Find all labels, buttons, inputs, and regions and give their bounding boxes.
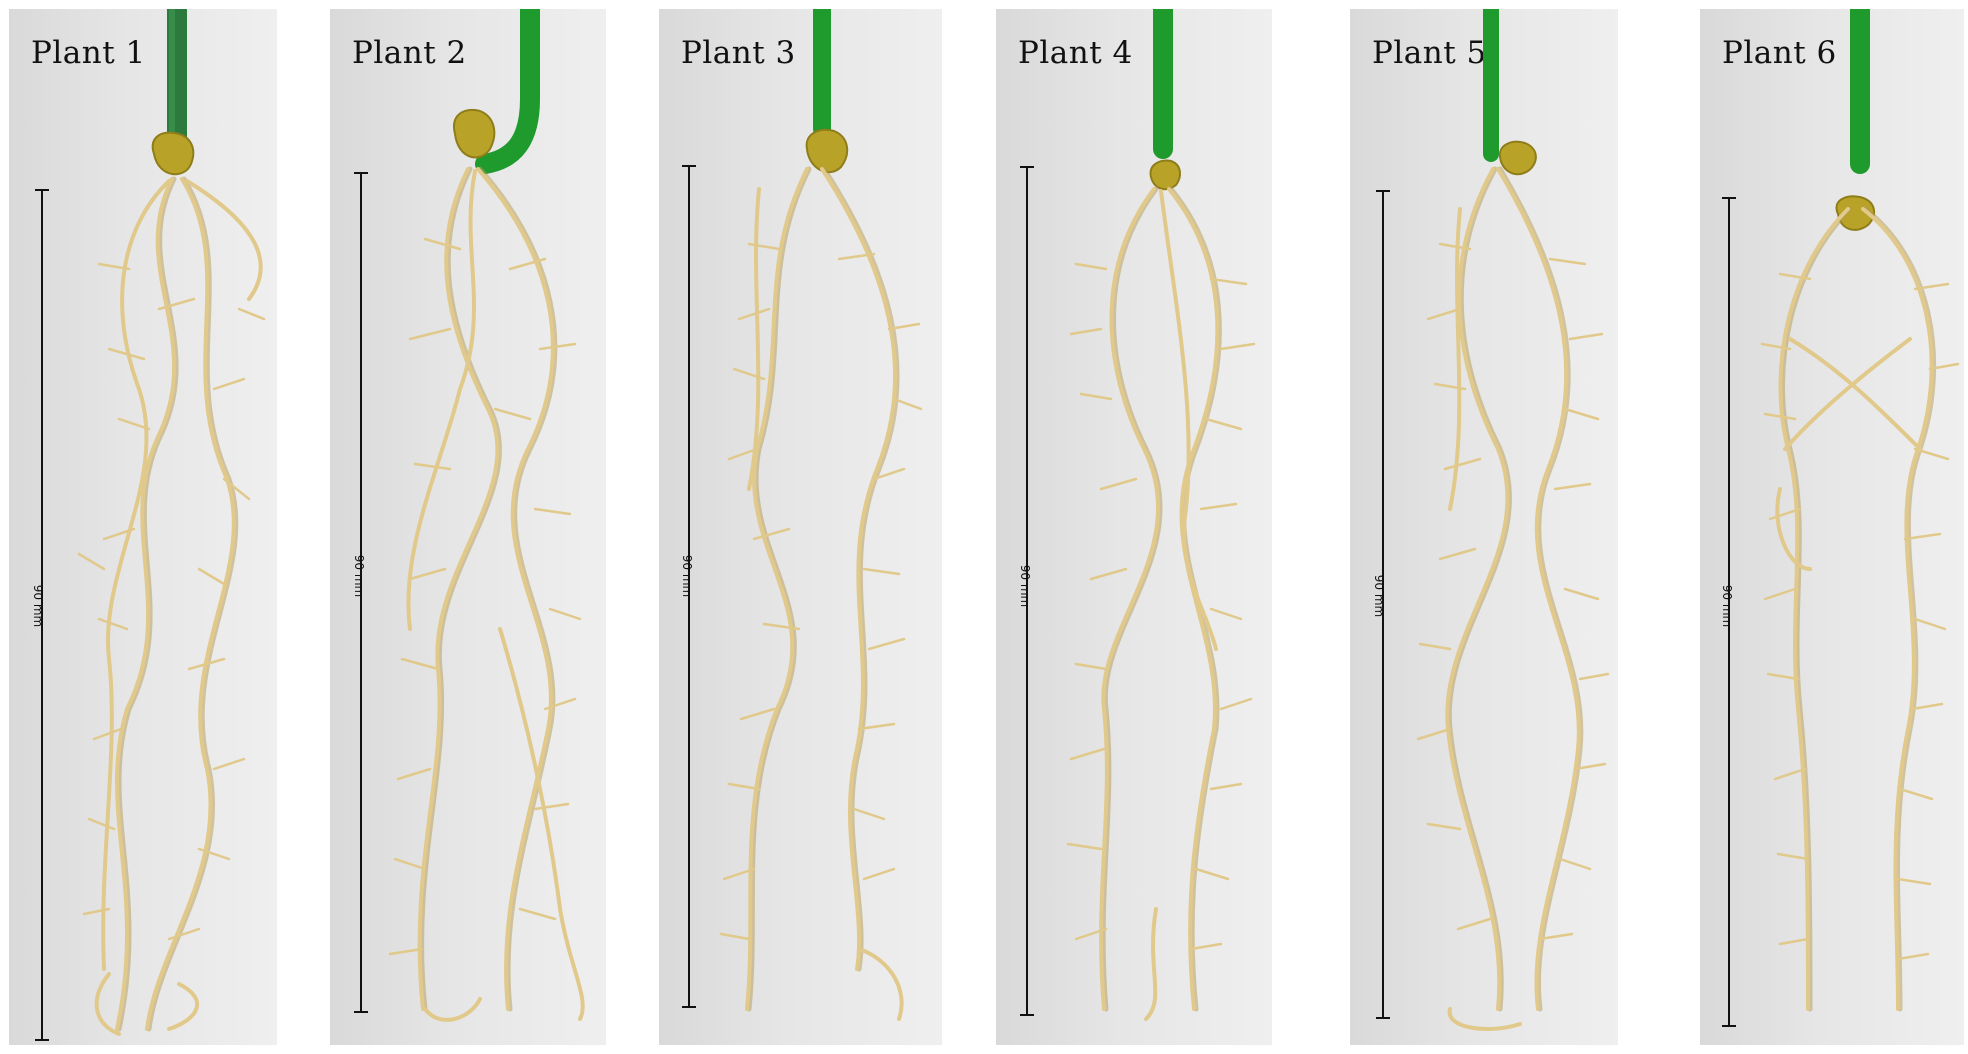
scale-bar xyxy=(35,189,49,1041)
root-system-image xyxy=(388,9,585,1022)
scale-bar xyxy=(682,165,696,1008)
panel-title: Plant 6 xyxy=(1722,35,1837,71)
root-system-image xyxy=(719,9,923,1021)
panel-title: Plant 4 xyxy=(1018,35,1133,71)
scale-bar xyxy=(354,172,368,1013)
root-system-image xyxy=(77,9,266,1036)
panel-title: Plant 3 xyxy=(681,35,796,71)
panel-plant-4: Plant 4 90 mm xyxy=(996,9,1272,1045)
root-system-image xyxy=(1760,9,1960,1012)
root-system-image xyxy=(1066,9,1256,1021)
panel-plant-6: Plant 6 90 mm xyxy=(1700,9,1964,1045)
panel-title: Plant 5 xyxy=(1372,35,1487,71)
panel-plant-5: Plant 5 90 mm xyxy=(1350,9,1618,1045)
panel-title: Plant 2 xyxy=(352,35,467,71)
scale-bar xyxy=(1376,190,1390,1019)
scale-bar xyxy=(1722,197,1736,1027)
panel-plant-3: Plant 3 90 mm xyxy=(659,9,942,1045)
panel-plant-1: Plant 1 90 mm xyxy=(9,9,277,1045)
panel-title: Plant 1 xyxy=(31,35,146,71)
scale-bar xyxy=(1020,166,1034,1016)
panel-plant-2: Plant 2 90 mm xyxy=(330,9,606,1045)
root-system-image xyxy=(1416,9,1610,1031)
